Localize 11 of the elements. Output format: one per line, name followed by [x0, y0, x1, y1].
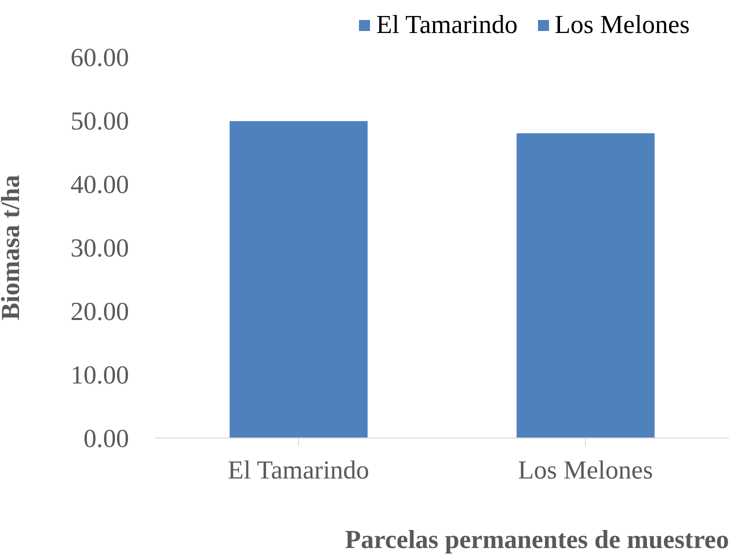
y-tick-label: 50.00: [70, 106, 129, 136]
y-axis-title: Biomasa t/ha: [0, 174, 26, 320]
y-tick-label: 30.00: [70, 234, 129, 263]
y-tick-label: 60.00: [70, 43, 129, 72]
legend-label: El Tamarindo: [375, 10, 518, 40]
legend-label: Los Melones: [554, 10, 690, 40]
y-tick-label: 0.00: [84, 424, 129, 454]
y-tick-label: 20.00: [70, 297, 129, 326]
y-tick-label: 40.00: [70, 170, 129, 200]
y-tick-label: 10.00: [70, 360, 129, 390]
x-axis-title: Parcelas permanentes de muestreo: [345, 525, 729, 554]
